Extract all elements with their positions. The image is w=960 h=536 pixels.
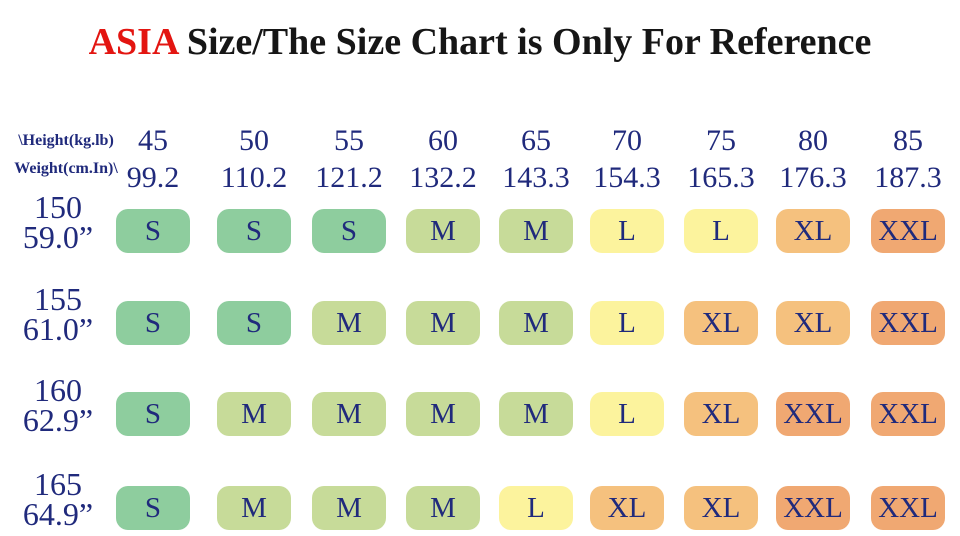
size-cell: S: [217, 209, 291, 253]
height-row-label: 150 59.0”: [0, 189, 116, 255]
weight-column-header: 75 165.3: [687, 122, 755, 196]
size-cell: S: [312, 209, 386, 253]
height-cm-value: 150: [34, 189, 82, 225]
size-cell: L: [590, 209, 664, 253]
weight-column-header: 70 154.3: [593, 122, 661, 196]
corner-line-height: \Height(kg.lb): [18, 132, 114, 149]
height-row-label: 155 61.0”: [0, 281, 116, 347]
weight-column-header: 45 99.2: [127, 122, 180, 196]
size-cell: M: [217, 486, 291, 530]
size-cell: S: [116, 209, 190, 253]
weight-kg-value: 80: [798, 124, 828, 157]
weight-kg-value: 60: [428, 124, 458, 157]
weight-column-header: 65 143.3: [502, 122, 570, 196]
size-cell: S: [116, 392, 190, 436]
size-cell: XL: [684, 301, 758, 345]
size-cell: XXL: [871, 486, 945, 530]
weight-kg-value: 70: [612, 124, 642, 157]
weight-kg-value: 45: [138, 124, 168, 157]
size-cell: S: [116, 301, 190, 345]
size-cell: XL: [590, 486, 664, 530]
size-cell: XXL: [871, 392, 945, 436]
size-cell: XXL: [776, 392, 850, 436]
size-cell: XL: [776, 301, 850, 345]
corner-line-weight: Weight(cm.In)\: [14, 160, 118, 177]
size-cell: M: [406, 392, 480, 436]
height-cm-value: 155: [34, 281, 82, 317]
size-cell: XL: [776, 209, 850, 253]
size-cell: L: [590, 301, 664, 345]
weight-kg-value: 65: [521, 124, 551, 157]
weight-lb-value: 99.2: [126, 161, 180, 194]
weight-column-header: 60 132.2: [409, 122, 477, 196]
height-row-label: 160 62.9”: [0, 372, 116, 438]
height-inch-value: 59.0”: [22, 219, 94, 255]
size-cell: M: [312, 486, 386, 530]
size-cell: L: [590, 392, 664, 436]
size-cell: M: [312, 392, 386, 436]
weight-lb-value: 165.3: [687, 161, 755, 194]
size-cell: L: [499, 486, 573, 530]
size-cell: M: [406, 486, 480, 530]
weight-lb-value: 187.3: [874, 161, 942, 194]
weight-lb-value: 176.3: [779, 161, 847, 194]
corner-label: \Height(kg.lb) Weight(cm.In)\: [0, 127, 132, 183]
weight-column-header: 55 121.2: [315, 122, 383, 196]
size-cell: M: [312, 301, 386, 345]
size-cell: XXL: [871, 301, 945, 345]
height-inch-value: 62.9”: [22, 402, 94, 438]
title-rest: Size/The Size Chart is Only For Referenc…: [177, 21, 872, 63]
weight-column-header: 80 176.3: [779, 122, 847, 196]
size-cell: M: [217, 392, 291, 436]
height-inch-value: 64.9”: [22, 496, 94, 532]
weight-lb-value: 132.2: [409, 161, 477, 194]
page-title: ASIA Size/The Size Chart is Only For Ref…: [0, 20, 960, 64]
weight-column-header: 50 110.2: [221, 122, 287, 196]
size-cell: M: [499, 209, 573, 253]
size-cell: M: [499, 301, 573, 345]
size-cell: L: [684, 209, 758, 253]
weight-lb-value: 154.3: [593, 161, 661, 194]
size-cell: XXL: [776, 486, 850, 530]
size-cell: S: [116, 486, 190, 530]
title-highlight: ASIA: [88, 21, 178, 63]
weight-lb-value: 110.2: [220, 161, 288, 194]
height-cm-value: 160: [34, 372, 82, 408]
size-cell: M: [406, 209, 480, 253]
weight-column-header: 85 187.3: [874, 122, 942, 196]
height-inch-value: 61.0”: [22, 311, 94, 347]
height-cm-value: 165: [34, 466, 82, 502]
size-cell: S: [217, 301, 291, 345]
weight-kg-value: 50: [238, 124, 269, 157]
weight-lb-value: 121.2: [315, 161, 383, 194]
weight-kg-value: 85: [893, 124, 923, 157]
weight-kg-value: 55: [334, 124, 364, 157]
size-cell: M: [406, 301, 480, 345]
size-cell: XL: [684, 392, 758, 436]
size-cell: XXL: [871, 209, 945, 253]
height-row-label: 165 64.9”: [0, 466, 116, 532]
weight-lb-value: 143.3: [502, 161, 570, 194]
size-cell: XL: [684, 486, 758, 530]
weight-kg-value: 75: [706, 124, 736, 157]
size-cell: M: [499, 392, 573, 436]
